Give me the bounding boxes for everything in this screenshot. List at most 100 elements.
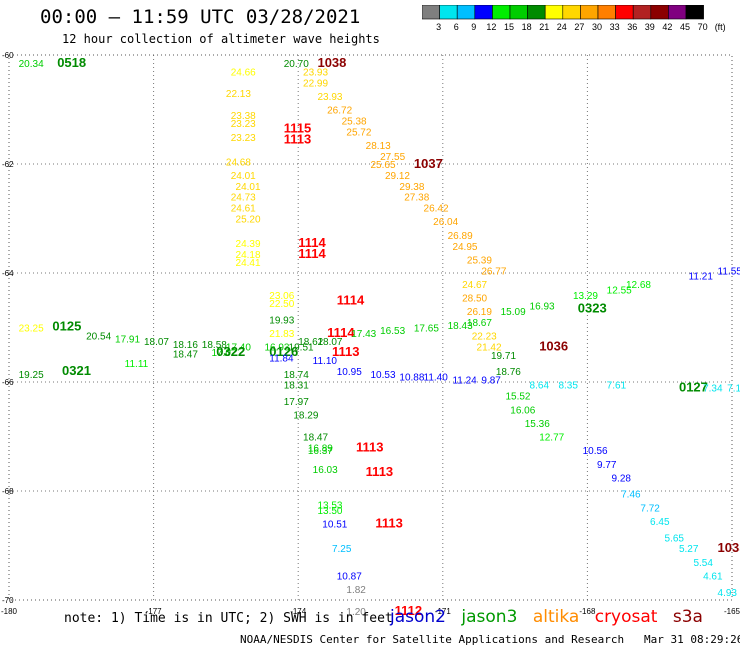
wave-height-label: 24.18 bbox=[236, 250, 261, 261]
wave-height-label: 11.11 bbox=[125, 359, 149, 370]
wave-height-label: 27.55 bbox=[380, 152, 405, 163]
wave-height-label: 17.91 bbox=[115, 334, 140, 345]
wave-height-label: 17.02 bbox=[211, 348, 236, 359]
wave-height-label: 22.99 bbox=[303, 78, 328, 89]
wave-height-label: 22.23 bbox=[472, 332, 497, 343]
wave-height-label: 15.52 bbox=[505, 392, 530, 403]
wave-height-label: 18.47 bbox=[173, 350, 198, 361]
scale-label: 3 bbox=[436, 22, 441, 32]
lat-tick-label: -64 bbox=[2, 269, 14, 278]
wave-height-label: 24.61 bbox=[231, 204, 256, 215]
wave-height-label: 17.40 bbox=[226, 343, 251, 354]
wave-height-label: 6.45 bbox=[650, 517, 670, 528]
pass-time-label: 1035 bbox=[718, 540, 740, 555]
wave-height-label: 20.34 bbox=[19, 59, 44, 70]
wave-height-label: 19.51 bbox=[289, 343, 314, 354]
wave-height-label: 5.27 bbox=[679, 544, 699, 555]
wave-height-label: 23.93 bbox=[317, 92, 342, 103]
lat-tick-label: -68 bbox=[2, 487, 14, 496]
lon-tick-label: -171 bbox=[435, 607, 452, 616]
wave-height-label: 11.24 bbox=[452, 375, 477, 386]
wave-height-label: 16.06 bbox=[510, 405, 535, 416]
pass-time-label: 1114 bbox=[298, 246, 326, 261]
wave-height-label: 15.09 bbox=[501, 307, 526, 318]
wave-height-label: 17.97 bbox=[284, 397, 309, 408]
wave-height-label: 16.89 bbox=[308, 443, 333, 454]
figure-subtitle: 12 hour collection of altimeter wave hei… bbox=[62, 32, 380, 46]
wave-height-label: 26.42 bbox=[424, 204, 449, 215]
wave-height-label: 10.88 bbox=[399, 373, 424, 384]
wave-height-label: 12.68 bbox=[626, 280, 651, 291]
wave-height-label: 18.62 bbox=[298, 337, 323, 348]
wave-height-label: 20.70 bbox=[284, 59, 309, 70]
wave-height-label: 25.39 bbox=[467, 255, 492, 266]
pass-time-label: 1113 bbox=[375, 516, 403, 531]
wave-height-label: 19.25 bbox=[19, 370, 44, 381]
pass-time-label: 1036 bbox=[539, 339, 568, 354]
wave-height-label: 7.72 bbox=[640, 503, 660, 514]
scale-label: 42 bbox=[662, 22, 672, 32]
wave-height-label: 26.89 bbox=[448, 231, 473, 242]
wave-height-label: 26.77 bbox=[481, 266, 506, 277]
wave-height-label: 11.55 bbox=[718, 266, 740, 277]
wave-height-label: 19.71 bbox=[491, 351, 516, 362]
wave-height-label: 23.23 bbox=[231, 133, 256, 144]
wave-height-label: 11.10 bbox=[313, 356, 338, 367]
wave-height-label: 18.07 bbox=[317, 337, 342, 348]
footnote: note: 1) Time is in UTC; 2) SWH is in fe… bbox=[64, 611, 393, 626]
sat-legend-s3a: s3a bbox=[672, 607, 703, 627]
wave-height-label: 17.65 bbox=[414, 324, 439, 335]
wave-height-label: 29.12 bbox=[385, 171, 410, 182]
scale-label: 36 bbox=[627, 22, 637, 32]
wave-height-label: 8.35 bbox=[558, 381, 578, 392]
wave-height-label: 18.67 bbox=[467, 318, 492, 329]
wave-height-label: 23.06 bbox=[269, 291, 294, 302]
wave-height-label: 16.03 bbox=[313, 465, 338, 476]
wave-height-label: 24.67 bbox=[462, 280, 487, 291]
scale-swatch bbox=[685, 5, 704, 20]
wave-height-label: 16.93 bbox=[530, 302, 555, 313]
wave-height-label: 12.77 bbox=[539, 433, 564, 444]
wave-height-label: 7.34 bbox=[703, 383, 723, 394]
pass-time-label: 1038 bbox=[317, 55, 346, 70]
scale-label: (ft) bbox=[715, 22, 726, 32]
pass-time-label: 1037 bbox=[414, 156, 443, 171]
wave-height-label: 25.38 bbox=[342, 116, 367, 127]
wave-height-label: 18.43 bbox=[448, 321, 473, 332]
lat-tick-label: -66 bbox=[2, 378, 14, 387]
wave-height-label: 18.47 bbox=[303, 433, 328, 444]
wave-height-label: 22.50 bbox=[269, 299, 294, 310]
lon-tick-label: -177 bbox=[146, 607, 163, 616]
wave-height-label: 24.66 bbox=[231, 67, 256, 78]
graticule bbox=[8, 54, 733, 601]
pass-time-label: 1114 bbox=[298, 235, 326, 250]
sat-legend-cryosat: cryosat bbox=[594, 607, 658, 627]
wave-height-label: 5.65 bbox=[665, 533, 685, 544]
wave-height-label: 24.39 bbox=[236, 239, 261, 250]
color-scale-legend: 3 6 9 12 15 18 21 24 27 30 33 36 39 42 45 70 (ft) bbox=[422, 5, 726, 32]
wave-height-label: 23.23 bbox=[231, 119, 256, 130]
wave-height-label: 23.38 bbox=[231, 111, 256, 122]
wave-height-label: 10.87 bbox=[337, 571, 362, 582]
scale-label: 45 bbox=[680, 22, 690, 32]
wave-height-label: 10.95 bbox=[337, 367, 362, 378]
wave-height-label: 19.93 bbox=[269, 315, 294, 326]
wave-height-label: 26.04 bbox=[433, 217, 458, 228]
wave-height-label: 22.13 bbox=[226, 89, 251, 100]
wave-height-label: 13.50 bbox=[317, 506, 342, 517]
wave-height-label: 24.01 bbox=[231, 171, 256, 182]
wave-height-label: 9.77 bbox=[597, 460, 617, 471]
wave-height-label: 18.74 bbox=[284, 370, 309, 381]
pass-time-label: 1113 bbox=[356, 439, 384, 454]
wave-height-label: 15.36 bbox=[525, 419, 550, 430]
sat-legend-jason3: jason3 bbox=[461, 607, 518, 627]
lat-tick-label: -62 bbox=[2, 160, 14, 169]
wave-height-label: 25.72 bbox=[346, 127, 371, 138]
wave-height-label: 13.29 bbox=[573, 291, 598, 302]
scale-label: 21 bbox=[539, 22, 549, 32]
scale-label: 12 bbox=[486, 22, 496, 32]
pass-time-label: 1112 bbox=[395, 603, 423, 618]
